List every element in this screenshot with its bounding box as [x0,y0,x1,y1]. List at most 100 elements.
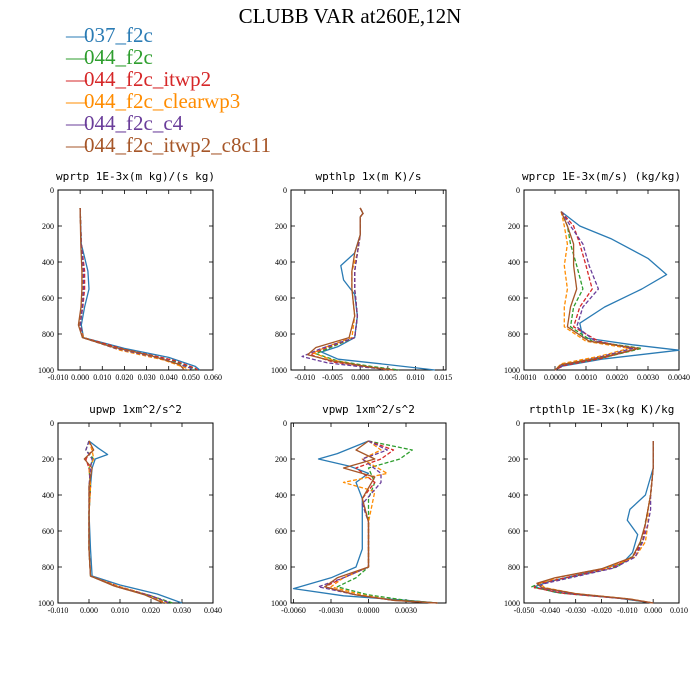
series-line-044-f2c-itwp2-c8c11 [536,441,654,604]
panel-title: upwp 1xm^2/s^2 [89,403,182,416]
legend-line-icon: — [66,67,87,91]
series-line-037-f2c [79,207,201,371]
y-tick-label: 800 [42,330,54,339]
x-tick-label: 0.0010 [575,373,597,382]
x-tick-label: -0.0060 [281,606,306,615]
series-line-044-f2c-itwp2-c8c11 [83,440,164,604]
series-line-037-f2c [292,440,438,604]
legend: —037_f2c —044_f2c —044_f2c_itwp2 —044_f2… [66,24,271,156]
y-tick-label: 200 [275,222,287,231]
series-line-044-f2c-c4 [79,207,194,371]
x-tick-label: 0.000 [644,606,662,615]
x-tick-label: 0.010 [670,606,688,615]
x-tick-label: 0.040 [160,373,178,382]
y-tick-label: 1000 [38,366,54,375]
legend-label: 044_f2c_c4 [84,111,184,135]
legend-label: 044_f2c [84,45,153,69]
series-line-044-f2c-c4 [301,207,394,371]
y-tick-label: 400 [42,491,54,500]
y-tick-label: 200 [42,455,54,464]
y-tick-label: 1000 [271,366,287,375]
x-tick-label: 0.010 [407,373,425,382]
x-tick-label: 0.005 [379,373,397,382]
x-tick-label: 0.000 [71,373,89,382]
y-tick-label: 600 [42,527,54,536]
chart-panel-wpthlp: wpthlp 1x(m K)/s 0 200 400 600 800 1000 -0.010-… [271,170,452,382]
x-tick-label: -0.010 [48,606,69,615]
legend-item: —044_f2c_c4 [66,112,271,134]
legend-item: —044_f2c_itwp2_c8c11 [66,134,271,156]
x-tick-label: -0.030 [565,606,586,615]
chart-panel-upwp: upwp 1xm^2/s^2 0 200 400 600 800 1000-0.010 0.0… [38,403,222,615]
y-tick-label: 600 [275,294,287,303]
y-tick-label: 0 [516,186,520,195]
series-line-037-f2c [320,207,435,371]
legend-label: 044_f2c_itwp2_c8c11 [84,133,272,157]
chart-panel-vpwp: vpwp 1xm^2/s^2 0 200 400 600 800 1000-0.0060 -0… [271,403,447,615]
series-line-037-f2c [88,440,183,604]
x-tick-label: 0.060 [204,373,222,382]
legend-line-icon: — [66,133,87,157]
series-line-044-f2c-c4 [554,211,634,371]
y-tick-label: 1000 [38,599,54,608]
x-tick-label: 0.030 [173,606,191,615]
series-line-044-f2c-itwp2-c8c11 [77,207,185,371]
legend-item: —044_f2c_itwp2 [66,68,271,90]
chart-panel-wprtp: wprtp 1E-3x(m kg)/(s kg)0 200 400 600 800 100… [38,170,222,382]
x-tick-label: 0.020 [142,606,160,615]
y-tick-label: 400 [275,491,287,500]
x-tick-label: 0.000 [80,606,98,615]
y-tick-label: 600 [42,294,54,303]
y-tick-label: 200 [508,222,520,231]
y-tick-label: 200 [508,455,520,464]
x-tick-label: 0.0040 [668,373,690,382]
y-tick-label: 1000 [504,366,520,375]
x-tick-label: 0.0000 [358,606,380,615]
panel-title: wpthlp 1x(m K)/s [316,170,422,183]
legend-item: —044_f2c_clearwp3 [66,90,271,112]
x-tick-label: 0.0030 [637,373,659,382]
y-tick-label: 0 [283,419,287,428]
legend-label: 044_f2c_itwp2 [84,67,212,91]
series-line-044-f2c-c4 [538,441,654,604]
plot-frame [57,422,214,604]
plot-frame [290,189,447,371]
y-tick-label: 1000 [271,599,287,608]
y-tick-label: 800 [275,563,287,572]
y-tick-label: 0 [50,419,54,428]
x-tick-label: 0.015 [434,373,452,382]
panel-title: rtpthlp 1E-3x(kg K)/kg [529,403,675,416]
x-tick-label: -0.040 [539,606,560,615]
plot-frame [523,422,680,604]
y-tick-label: 400 [275,258,287,267]
legend-line-icon: — [66,89,87,113]
x-tick-label: -0.0030 [319,606,344,615]
legend-label: 044_f2c_clearwp3 [84,89,241,113]
x-tick-label: 0.020 [115,373,133,382]
y-tick-label: 400 [42,258,54,267]
x-tick-label: 0.010 [111,606,129,615]
plot-frame [57,189,214,371]
plot-frame [523,189,680,371]
x-tick-label: -0.010 [295,373,316,382]
x-tick-label: -0.005 [322,373,343,382]
series-line-044-f2c-itwp2-c8c11 [324,440,438,604]
chart-panel-wprcp: wprcp 1E-3x(m/s) (kg/kg)0 200 400 600 800 100… [504,170,690,382]
y-tick-label: 600 [508,527,520,536]
y-tick-label: 400 [508,491,520,500]
x-tick-label: -0.0010 [512,373,537,382]
series-line-044-f2c-clearwp3 [78,207,190,371]
legend-label: 037_f2c [84,23,153,47]
chart-panel-rtpthlp: rtpthlp 1E-3x(kg K)/kg02004006008001000-… [504,403,688,615]
y-tick-label: 800 [508,330,520,339]
x-tick-label: 0.0030 [395,606,417,615]
y-tick-label: 200 [275,455,287,464]
page-title: CLUBB VAR at260E,12N [238,4,462,28]
x-tick-label: -0.050 [514,606,535,615]
y-tick-label: 0 [283,186,287,195]
x-tick-label: -0.010 [48,373,69,382]
series-line-044-f2c [554,211,643,371]
x-tick-label: -0.020 [591,606,612,615]
x-tick-label: 0.0020 [606,373,628,382]
panel-title: wprcp 1E-3x(m/s) (kg/kg) [522,170,681,183]
